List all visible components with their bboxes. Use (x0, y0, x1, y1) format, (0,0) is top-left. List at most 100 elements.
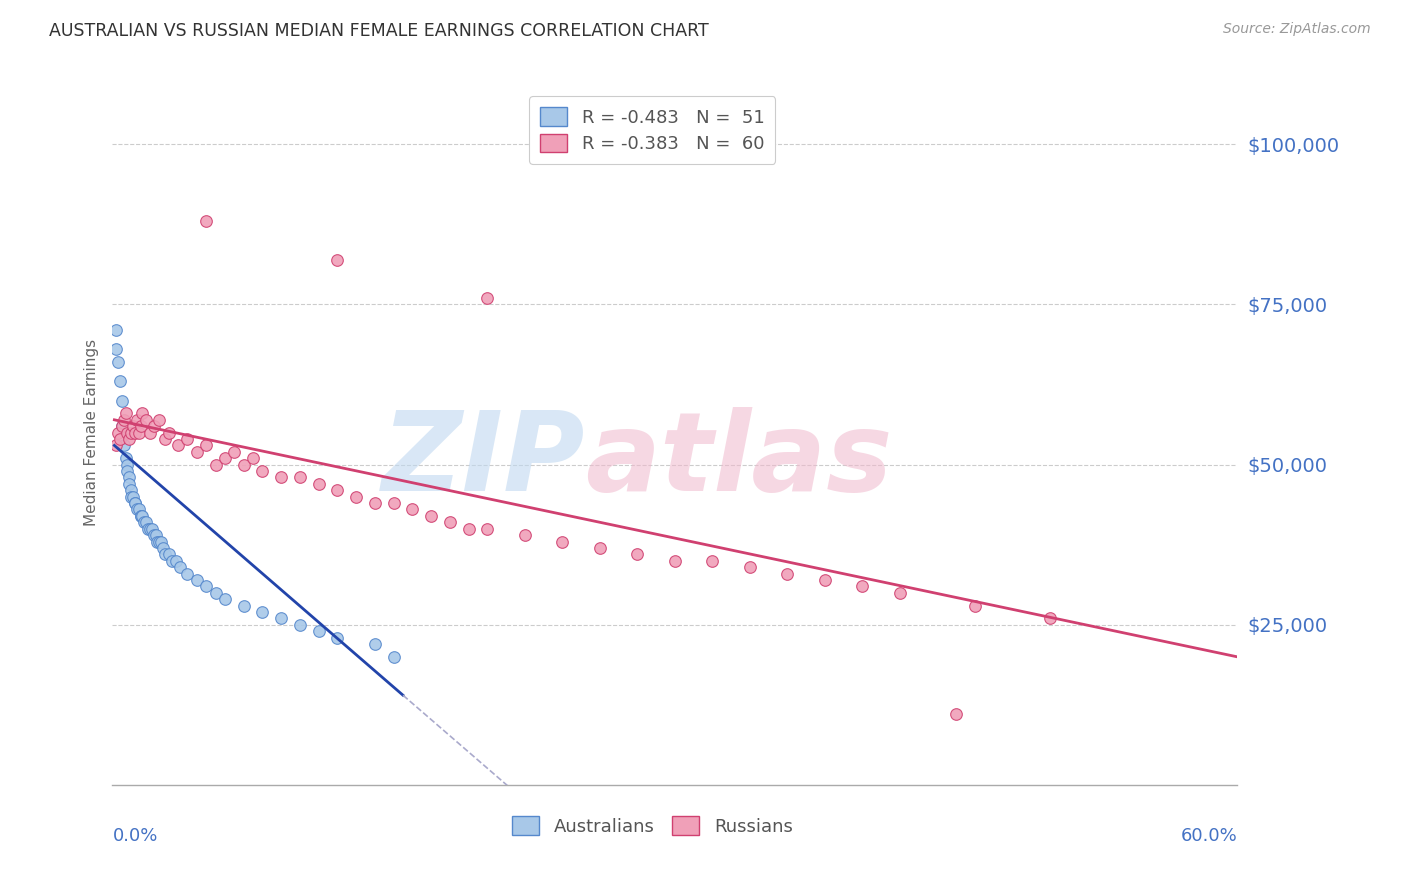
Point (851, 579, 873, 593)
Point (589, 541, 612, 555)
Point (551, 534, 574, 549)
Point (111, 419, 134, 434)
Point (145, 528, 167, 542)
Text: AUSTRALIAN VS RUSSIAN MEDIAN FEMALE EARNINGS CORRELATION CHART: AUSTRALIAN VS RUSSIAN MEDIAN FEMALE EARN… (49, 22, 709, 40)
Point (204, 586, 226, 600)
Point (142, 419, 165, 434)
Point (118, 470, 141, 484)
Point (124, 496, 146, 510)
Point (626, 547, 648, 561)
Point (136, 522, 159, 536)
Point (288, 470, 311, 484)
Point (326, 631, 349, 645)
Point (401, 502, 423, 516)
Point (186, 573, 208, 587)
Point (214, 592, 236, 607)
Point (124, 425, 146, 440)
Point (120, 483, 142, 498)
Point (382, 649, 405, 664)
Point (214, 451, 236, 466)
Point (105, 323, 128, 337)
Point (945, 707, 967, 722)
Point (889, 586, 911, 600)
Point (513, 528, 536, 542)
Point (131, 508, 153, 523)
Point (702, 554, 724, 568)
Point (457, 522, 479, 536)
Point (129, 508, 152, 523)
Point (242, 451, 264, 466)
Point (252, 605, 274, 619)
Point (420, 508, 443, 523)
Point (117, 464, 139, 478)
Point (326, 483, 349, 498)
Point (186, 445, 208, 459)
Point (169, 560, 191, 574)
Point (153, 547, 176, 561)
Point (382, 496, 405, 510)
Point (364, 637, 387, 651)
Point (148, 534, 170, 549)
Point (157, 547, 180, 561)
Point (125, 413, 148, 427)
Point (112, 413, 135, 427)
Point (1039, 611, 1062, 625)
Point (776, 566, 799, 581)
Point (364, 496, 387, 510)
Point (270, 470, 292, 484)
Text: 0.0%: 0.0% (112, 827, 157, 846)
Point (111, 419, 134, 434)
Text: ZIP: ZIP (381, 408, 585, 515)
Point (814, 573, 837, 587)
Point (157, 425, 180, 440)
Point (308, 476, 330, 491)
Point (125, 502, 148, 516)
Point (288, 617, 311, 632)
Point (167, 438, 190, 452)
Point (195, 438, 218, 452)
Point (118, 476, 141, 491)
Point (118, 432, 141, 446)
Text: Source: ZipAtlas.com: Source: ZipAtlas.com (1223, 22, 1371, 37)
Point (105, 343, 128, 357)
Legend: Australians, Russians: Australians, Russians (501, 805, 804, 847)
Point (270, 611, 292, 625)
Point (308, 624, 330, 639)
Point (162, 554, 184, 568)
Point (135, 413, 157, 427)
Text: 60.0%: 60.0% (1181, 827, 1237, 846)
Point (963, 599, 986, 613)
Point (146, 534, 169, 549)
Point (326, 252, 349, 267)
Point (112, 438, 135, 452)
Point (120, 490, 142, 504)
Point (114, 406, 136, 420)
Point (107, 425, 129, 440)
Point (252, 464, 274, 478)
Point (122, 490, 145, 504)
Point (176, 432, 198, 446)
Point (224, 445, 246, 459)
Point (105, 438, 128, 452)
Point (139, 425, 162, 440)
Point (738, 560, 761, 574)
Point (344, 490, 367, 504)
Text: atlas: atlas (585, 408, 893, 515)
Point (232, 599, 254, 613)
Point (120, 425, 142, 440)
Point (477, 291, 499, 305)
Y-axis label: Median Female Earnings: Median Female Earnings (83, 339, 98, 526)
Point (195, 579, 218, 593)
Point (111, 393, 134, 408)
Point (141, 522, 163, 536)
Point (139, 522, 162, 536)
Point (108, 375, 131, 389)
Point (135, 516, 157, 530)
Point (129, 508, 152, 523)
Point (664, 554, 686, 568)
Point (195, 214, 218, 228)
Point (128, 425, 150, 440)
Point (122, 419, 145, 434)
Point (232, 458, 254, 472)
Point (439, 516, 461, 530)
